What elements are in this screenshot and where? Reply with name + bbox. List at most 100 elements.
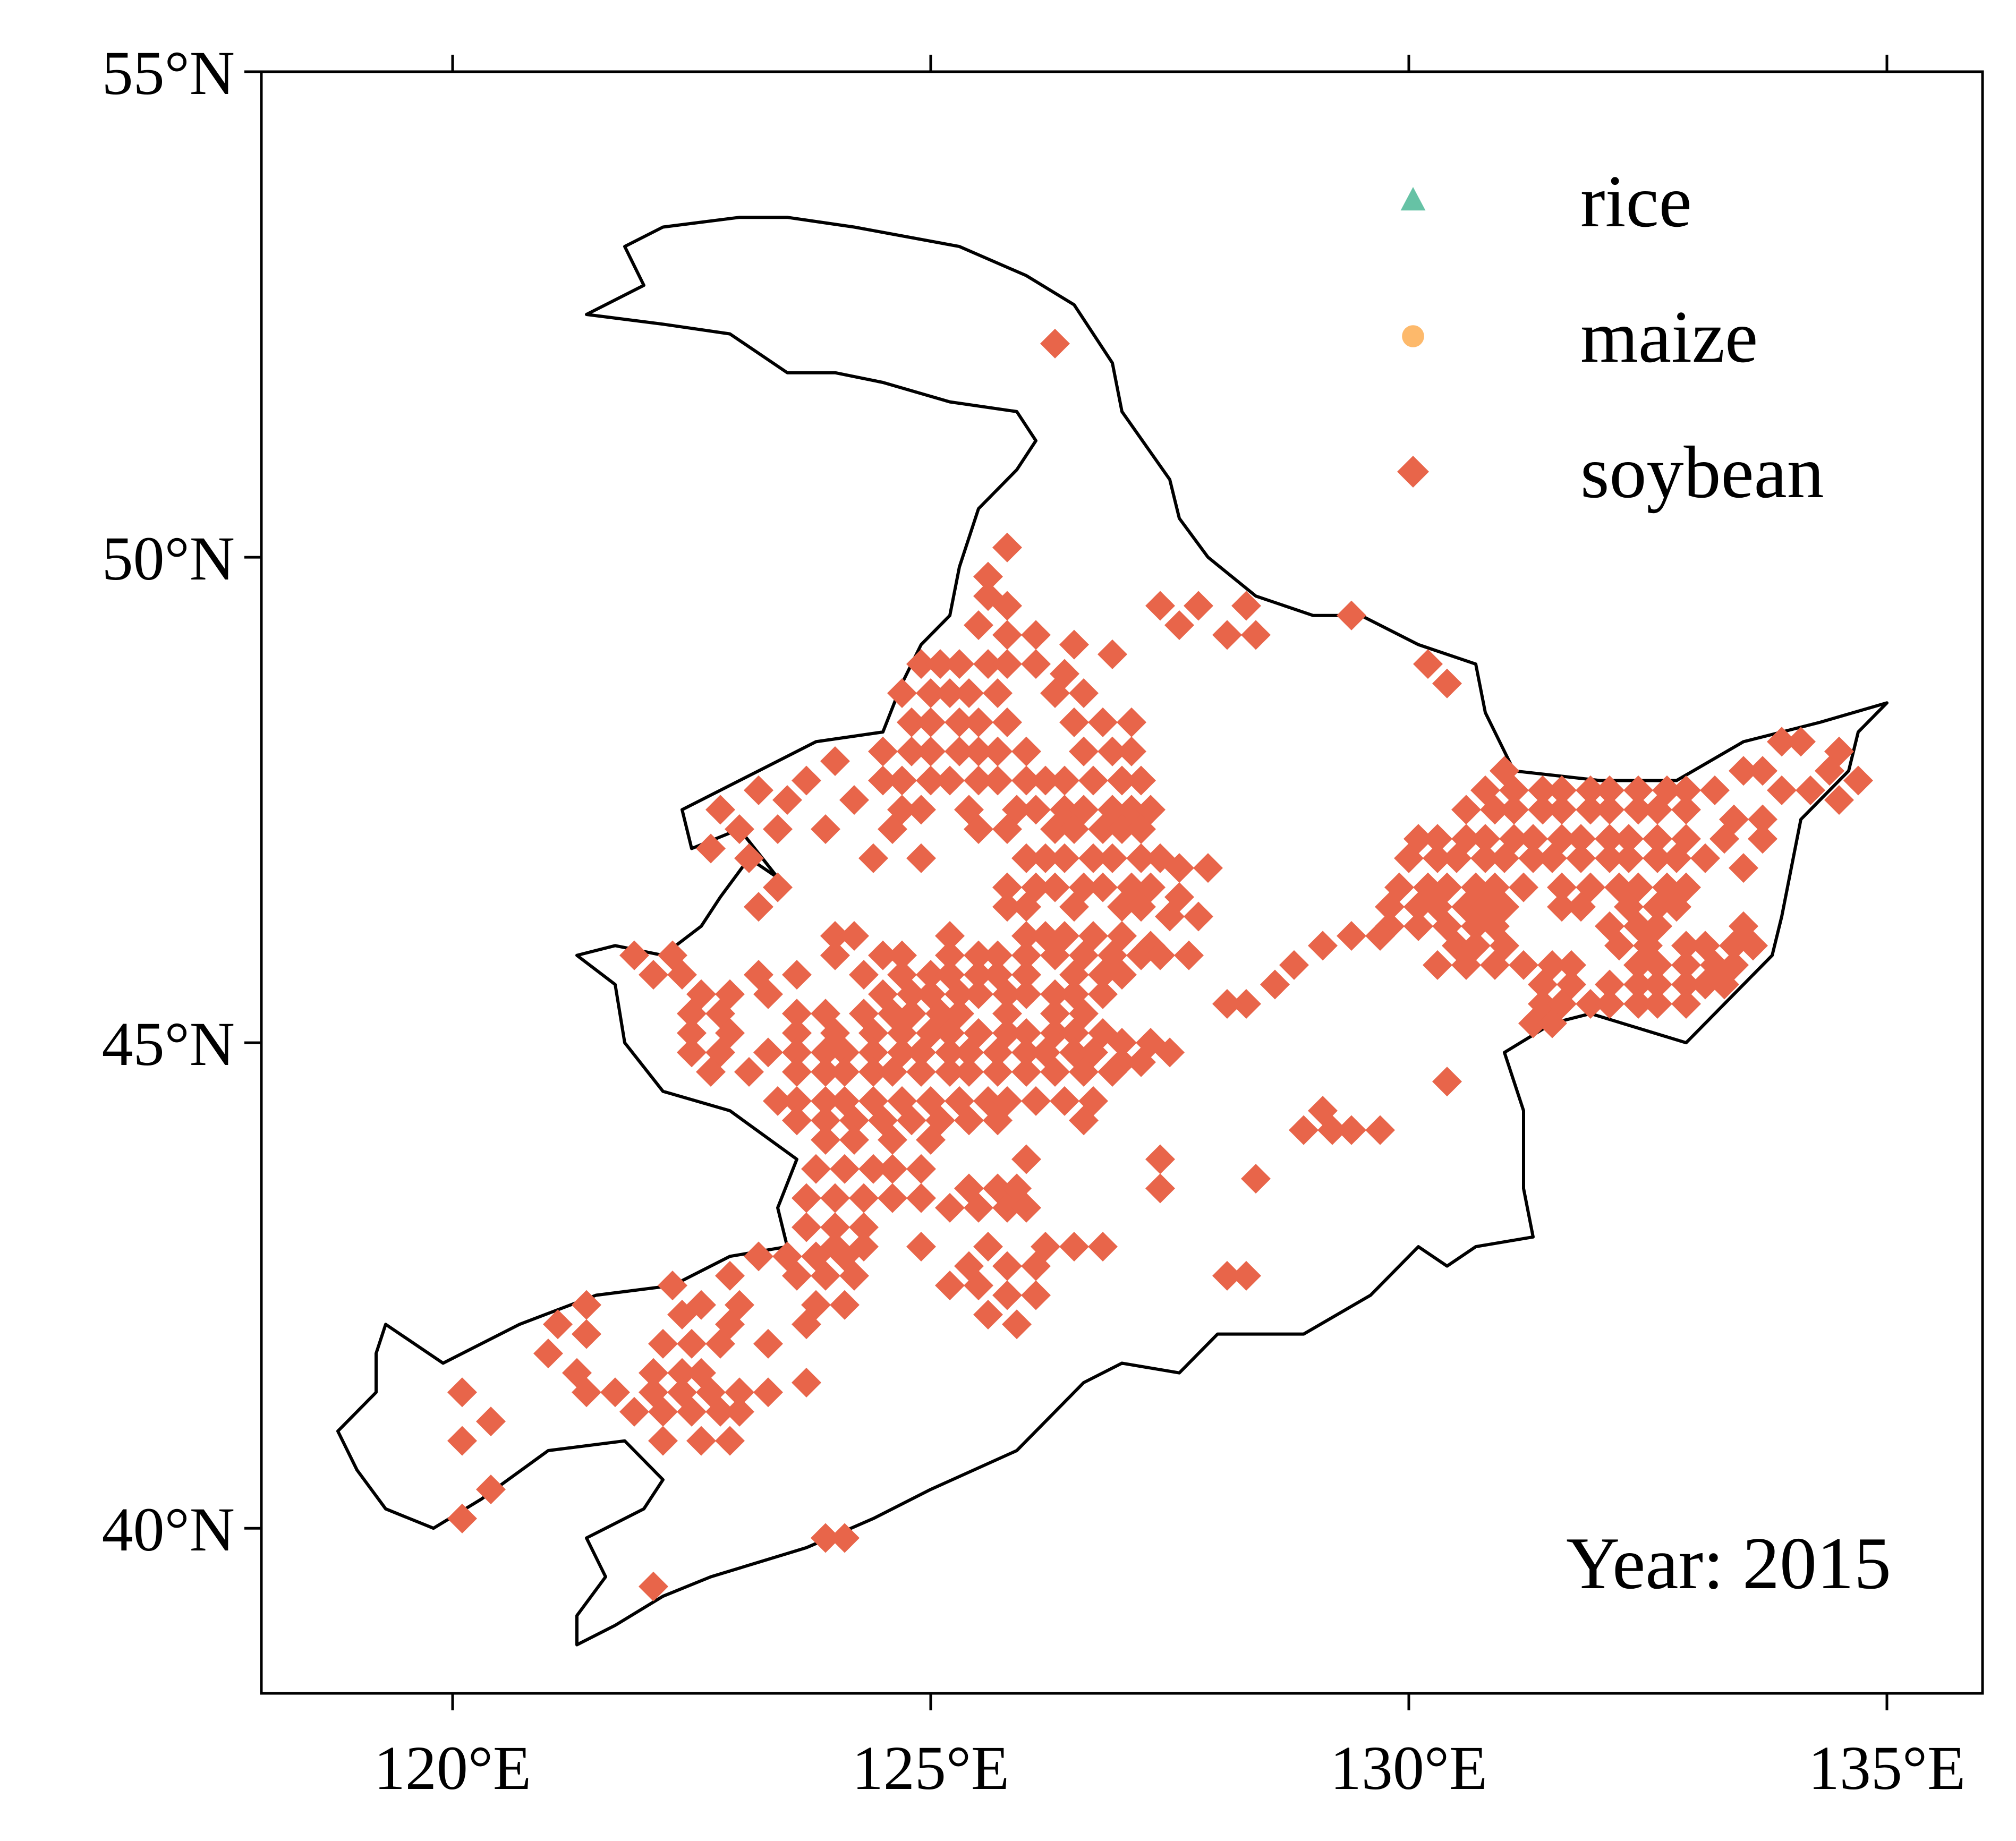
soybean-point: [725, 1396, 754, 1427]
soybean-point: [992, 1192, 1022, 1223]
soybean-point: [1069, 678, 1099, 709]
soybean-point: [1078, 765, 1108, 796]
soybean-point: [763, 872, 793, 902]
soybean-point: [1155, 1037, 1185, 1068]
soybean-legend-marker: [1397, 456, 1429, 488]
soybean-point: [476, 1474, 506, 1505]
soybean-point: [811, 1056, 840, 1087]
soybean-point: [1002, 1309, 1032, 1340]
rice-legend-marker: [1400, 187, 1426, 211]
soybean-point: [792, 1309, 821, 1340]
soybean-point: [1126, 892, 1156, 922]
x-tick-label: 120°E: [374, 1733, 531, 1803]
soybean-point: [1461, 911, 1491, 941]
soybean-point: [1107, 892, 1137, 922]
soybean-point: [1643, 950, 1672, 980]
soybean-point: [1212, 620, 1242, 650]
soybean-point: [1537, 1008, 1567, 1038]
soybean-point: [935, 678, 965, 709]
soybean-point: [992, 999, 1022, 1029]
soybean-point: [1011, 960, 1041, 990]
soybean-point: [1375, 892, 1405, 922]
soybean-point: [906, 1232, 936, 1262]
soybean-point: [1040, 1056, 1070, 1087]
soybean-point: [858, 1018, 888, 1048]
soybean-point: [1671, 775, 1701, 805]
soybean-point: [830, 1523, 860, 1553]
soybean-point: [600, 1377, 630, 1408]
soybean-point: [1623, 969, 1653, 1000]
soybean-point: [1490, 843, 1519, 873]
soybean-point: [916, 678, 946, 709]
soybean-point: [820, 940, 850, 970]
soybean-point: [1317, 1115, 1347, 1145]
soybean-point: [983, 736, 1013, 766]
y-tick-label: 55°N: [102, 38, 235, 108]
legend: rice maize soybean: [1397, 160, 1824, 514]
soybean-point: [1595, 989, 1624, 1019]
soybean-point: [1107, 960, 1137, 990]
soybean-point: [1547, 892, 1577, 922]
soybean-point: [906, 649, 936, 679]
soybean-point: [1643, 824, 1672, 854]
soybean-point: [1059, 1018, 1089, 1048]
soybean-point: [782, 1086, 812, 1116]
soybean-point: [811, 1105, 840, 1136]
soybean-point: [696, 1056, 726, 1087]
soybean-point: [1050, 1086, 1079, 1116]
soybean-point: [1547, 775, 1577, 805]
x-tick-label: 125°E: [852, 1733, 1009, 1803]
soybean-point: [878, 1183, 907, 1213]
soybean-point: [954, 678, 984, 709]
soybean-point: [1098, 1056, 1127, 1087]
soybean-point: [935, 1056, 965, 1087]
soybean-point: [1021, 1251, 1051, 1281]
soybean-point: [1595, 795, 1624, 825]
soybean-point: [1069, 1105, 1099, 1136]
soybean-point: [1059, 892, 1089, 922]
y-tick-label: 45°N: [102, 1009, 235, 1079]
soybean-point: [1518, 843, 1548, 873]
soybean-point: [1394, 843, 1424, 873]
soybean-point: [811, 1523, 840, 1553]
soybean-point: [1451, 795, 1481, 825]
soybean-point: [772, 785, 802, 815]
soybean-point: [619, 1396, 649, 1427]
soybean-point: [1241, 1164, 1271, 1194]
soybean-point: [1671, 931, 1701, 961]
soybean-point: [744, 1241, 773, 1272]
soybean-point: [973, 649, 1003, 679]
soybean-point: [849, 1212, 879, 1242]
soybean-point: [954, 1056, 984, 1087]
soybean-point: [753, 1328, 783, 1359]
soybean-point: [1576, 795, 1605, 825]
soybean-point: [830, 1037, 860, 1068]
soybean-point: [1509, 950, 1538, 980]
year-annotation: Year: 2015: [1566, 1522, 1891, 1605]
soybean-point: [1643, 989, 1672, 1019]
axis-ticks: 120°E 125°E 130°E 135°E 40°N 45°N 50°N 55°N: [102, 38, 1966, 1803]
soybean-point: [1164, 610, 1194, 641]
soybean-point: [677, 1396, 707, 1427]
soybean-point: [1796, 775, 1825, 805]
soybean-point: [572, 1377, 601, 1408]
soybean-point: [1126, 765, 1156, 796]
soybean-point: [1671, 950, 1701, 980]
soybean-point: [1231, 1260, 1261, 1291]
soybean-point: [1193, 853, 1223, 883]
legend-label-rice: rice: [1580, 160, 1692, 243]
soybean-point: [1107, 765, 1137, 796]
soybean-point: [677, 1328, 707, 1359]
soybean-point: [992, 1251, 1022, 1281]
soybean-point: [1643, 969, 1672, 1000]
soybean-point: [1623, 795, 1653, 825]
soybean-point: [715, 1426, 745, 1456]
soybean-point: [1098, 639, 1127, 669]
soybean-point: [1145, 1173, 1175, 1204]
soybean-point: [983, 1056, 1013, 1087]
soybean-point: [1738, 931, 1768, 961]
x-tick-label: 130°E: [1330, 1733, 1487, 1803]
soybean-point: [945, 649, 974, 679]
soybean-point: [1126, 940, 1156, 970]
soybean-point: [820, 921, 850, 951]
